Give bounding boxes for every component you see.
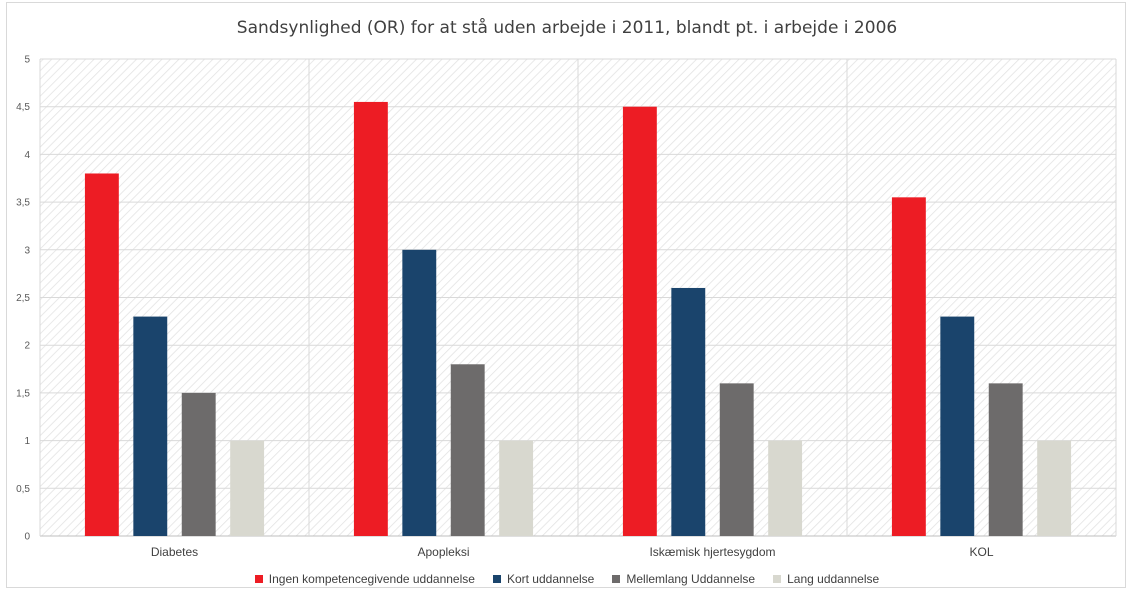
legend-label: Mellemlang Uddannelse: [626, 572, 756, 586]
bar: [719, 383, 754, 536]
legend-swatch: [612, 575, 621, 583]
bar: [181, 392, 216, 536]
bar: [230, 440, 265, 536]
legend-item: Mellemlang Uddannelse: [612, 572, 755, 586]
y-axis-ticks: 0 0,5 1 1,5 2 2,5 3 3,5 4 4,5 5: [16, 55, 30, 543]
y-tick-label: 2: [24, 341, 30, 352]
legend: Ingen kompetencegivende uddannelse Kort u…: [0, 572, 1134, 586]
y-tick-label: 5: [24, 55, 30, 66]
bar: [671, 287, 706, 536]
legend-item: Ingen kompetencegivende uddannelse: [254, 572, 475, 586]
bar: [988, 383, 1023, 536]
bar: [940, 316, 975, 536]
legend-item: Lang uddannelse: [773, 572, 879, 586]
bar: [768, 440, 803, 536]
y-tick-label: 1: [24, 436, 30, 447]
y-tick-label: 0,5: [16, 484, 30, 495]
x-category-label: Diabetes: [151, 545, 198, 559]
y-tick-label: 3: [24, 245, 30, 256]
bar: [499, 440, 534, 536]
bar: [353, 101, 388, 537]
x-category-label: KOL: [969, 545, 993, 559]
y-tick-label: 2,5: [16, 293, 30, 304]
bar: [133, 316, 168, 536]
legend-item: Kort uddannelse: [492, 572, 595, 586]
gridlines: [39, 58, 1117, 537]
y-tick-label: 4,5: [16, 102, 30, 113]
legend-swatch: [254, 575, 263, 583]
bar: [84, 173, 119, 537]
bars: [84, 101, 1072, 537]
x-axis-categories: Diabetes Apopleksi Iskæmisk hjertesygdom KO…: [151, 545, 994, 559]
legend-label: Kort uddannelse: [506, 572, 595, 586]
bar: [450, 364, 485, 536]
y-tick-label: 0: [24, 532, 30, 543]
y-tick-label: 1,5: [16, 388, 30, 399]
x-category-label: Apopleksi: [417, 545, 469, 559]
bar: [622, 106, 657, 536]
legend-swatch: [492, 575, 501, 583]
legend-label: Ingen kompetencegivende uddannelse: [268, 572, 475, 586]
legend-swatch: [773, 575, 782, 583]
bar: [891, 197, 926, 536]
x-category-label: Iskæmisk hjertesygdom: [649, 545, 775, 559]
legend-label: Lang uddannelse: [787, 572, 880, 586]
chart-title: Sandsynlighed (OR) for at stå uden arbej…: [236, 18, 898, 38]
bar: [402, 249, 437, 537]
bar: [1037, 440, 1072, 536]
y-tick-label: 4: [24, 150, 30, 161]
y-tick-label: 3,5: [16, 198, 30, 209]
